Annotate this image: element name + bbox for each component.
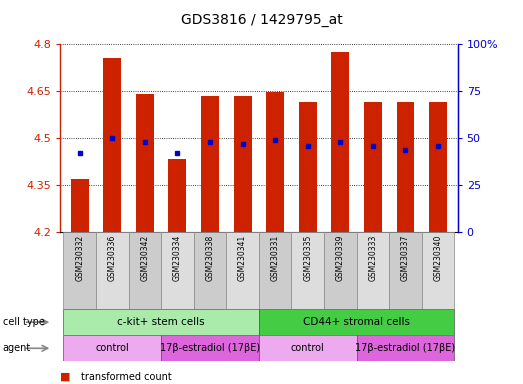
Text: transformed count: transformed count <box>81 372 172 382</box>
Text: control: control <box>95 343 129 353</box>
Bar <box>259 309 454 335</box>
Bar <box>389 232 422 309</box>
Text: 17β-estradiol (17βE): 17β-estradiol (17βE) <box>356 343 456 353</box>
Bar <box>63 309 259 335</box>
Text: GSM230336: GSM230336 <box>108 235 117 281</box>
Bar <box>63 232 96 309</box>
Text: 17β-estradiol (17βE): 17β-estradiol (17βE) <box>160 343 260 353</box>
Bar <box>234 96 252 232</box>
Text: GSM230331: GSM230331 <box>271 235 280 281</box>
Bar <box>136 94 154 232</box>
Text: GSM230334: GSM230334 <box>173 235 182 281</box>
Bar <box>396 101 414 232</box>
Bar <box>422 232 454 309</box>
Bar <box>266 92 284 232</box>
Bar <box>357 232 389 309</box>
Text: ■: ■ <box>60 372 71 382</box>
Bar <box>194 232 226 309</box>
Bar <box>161 232 194 309</box>
Bar <box>129 232 161 309</box>
Text: GSM230333: GSM230333 <box>368 235 378 281</box>
Text: c-kit+ stem cells: c-kit+ stem cells <box>117 317 205 327</box>
Bar <box>332 52 349 232</box>
Bar <box>324 232 357 309</box>
Text: GDS3816 / 1429795_at: GDS3816 / 1429795_at <box>180 13 343 27</box>
Bar <box>299 101 317 232</box>
Text: agent: agent <box>3 343 31 353</box>
Bar <box>259 335 357 361</box>
Bar <box>96 232 129 309</box>
Bar <box>291 232 324 309</box>
Text: CD44+ stromal cells: CD44+ stromal cells <box>303 317 410 327</box>
Text: GSM230341: GSM230341 <box>238 235 247 281</box>
Bar <box>364 101 382 232</box>
Text: cell type: cell type <box>3 317 44 327</box>
Bar <box>226 232 259 309</box>
Bar <box>429 101 447 232</box>
Bar <box>259 232 291 309</box>
Text: control: control <box>291 343 325 353</box>
Text: GSM230335: GSM230335 <box>303 235 312 281</box>
Text: GSM230337: GSM230337 <box>401 235 410 281</box>
Bar <box>201 96 219 232</box>
Bar <box>71 179 89 232</box>
Bar <box>104 58 121 232</box>
Text: GSM230340: GSM230340 <box>434 235 442 281</box>
Text: GSM230342: GSM230342 <box>140 235 150 281</box>
Bar <box>357 335 454 361</box>
Bar <box>168 159 186 232</box>
Bar <box>161 335 259 361</box>
Bar <box>63 335 161 361</box>
Text: GSM230332: GSM230332 <box>75 235 84 281</box>
Text: GSM230339: GSM230339 <box>336 235 345 281</box>
Text: GSM230338: GSM230338 <box>206 235 214 281</box>
